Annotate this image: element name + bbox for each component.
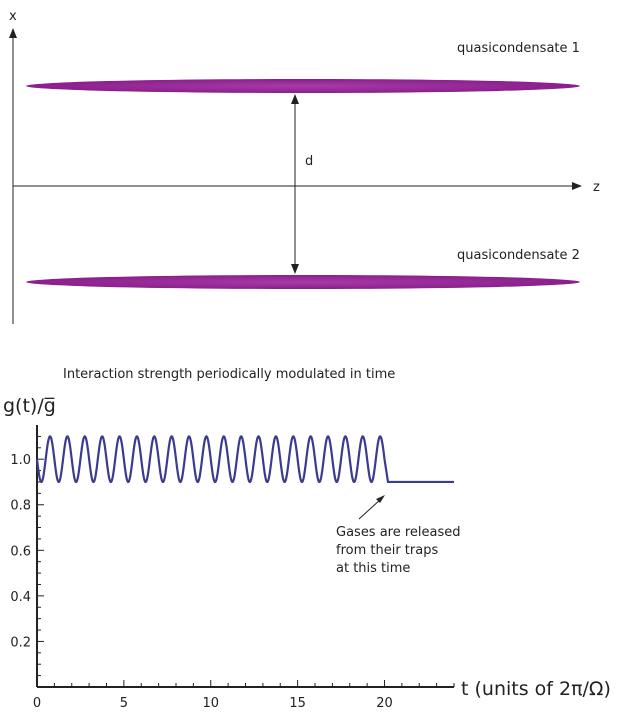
x-tick-label: 0 xyxy=(33,696,41,711)
annotation-pointer xyxy=(358,498,382,520)
y-tick-label: 0.8 xyxy=(10,499,31,514)
chart-title: Interaction strength periodically modula… xyxy=(63,367,395,382)
y-tick-label: 0.4 xyxy=(10,590,31,605)
y-tick-label: 0.2 xyxy=(10,635,31,650)
x-tick-label: 20 xyxy=(376,696,393,711)
distance-arrowhead-top xyxy=(291,94,299,104)
annotation-line-2: from their traps xyxy=(336,543,438,558)
distance-label: d xyxy=(305,154,313,169)
annotation-text: Gases are released from their traps at t… xyxy=(336,525,465,576)
signal-line xyxy=(35,435,454,484)
x-tick-label: 5 xyxy=(120,696,128,711)
x-tick-label: 10 xyxy=(202,696,219,711)
quasicondensate-1-shape xyxy=(26,79,580,93)
z-axis-arrowhead xyxy=(572,182,582,190)
y-tick-label: 1.0 xyxy=(10,453,31,468)
y-axis-label: g(t)/g̅ xyxy=(3,395,56,417)
y-tick-label: 0.6 xyxy=(10,544,31,559)
modulation-chart: Interaction strength periodically modula… xyxy=(3,367,611,711)
quasicondensate-2-label: quasicondensate 2 xyxy=(457,248,580,263)
annotation-line-3: at this time xyxy=(336,561,410,576)
x-axis-arrowhead xyxy=(9,28,17,38)
x-ticks: 0 5 10 15 20 xyxy=(33,680,455,711)
distance-arrowhead-bottom xyxy=(291,264,299,274)
x-tick-label: 15 xyxy=(289,696,306,711)
x-axis-label: x xyxy=(9,9,17,24)
condensate-diagram: x z quasicondensate 1 quasicondensate 2 … xyxy=(9,9,600,324)
quasicondensate-2-shape xyxy=(26,275,580,289)
quasicondensate-1-label: quasicondensate 1 xyxy=(457,41,580,56)
z-axis-label: z xyxy=(593,180,600,195)
x-axis-title: t (units of 2π/Ω) xyxy=(461,678,611,700)
annotation-line-1: Gases are released xyxy=(336,525,461,540)
annotation-pointer-head xyxy=(376,495,385,503)
